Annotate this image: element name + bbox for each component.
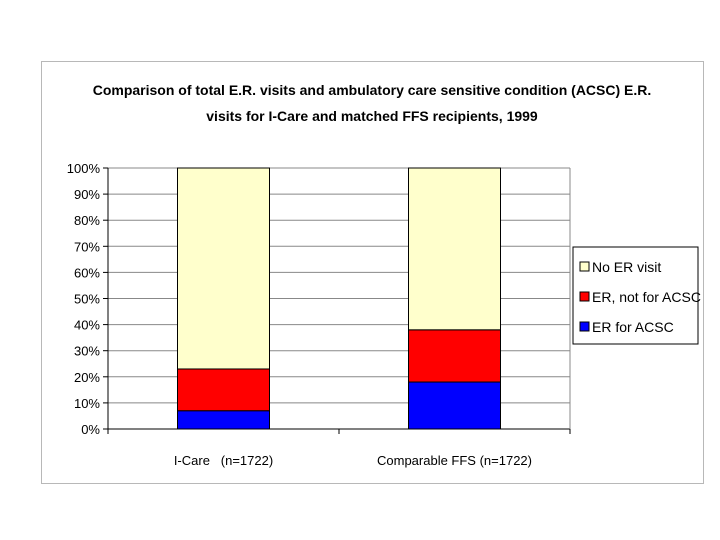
bar-segment bbox=[177, 167, 270, 370]
y-tick-label: 20% bbox=[74, 370, 100, 385]
y-tick-label: 90% bbox=[74, 187, 100, 202]
y-tick-label: 10% bbox=[74, 396, 100, 411]
bar-segment bbox=[408, 381, 501, 430]
stacked-bar-chart: Comparison of total E.R. visits and ambu… bbox=[67, 82, 701, 468]
chart-title-line-2: visits for I-Care and matched FFS recipi… bbox=[206, 108, 538, 124]
y-tick-label: 70% bbox=[74, 239, 100, 254]
bar-segment bbox=[177, 410, 270, 430]
y-tick-label: 60% bbox=[74, 265, 100, 280]
bar-segment bbox=[408, 167, 501, 331]
legend-box bbox=[572, 246, 699, 345]
legend-label: No ER visit bbox=[592, 259, 661, 275]
x-category-label: Comparable FFS (n=1722) bbox=[377, 453, 532, 468]
bar-segment bbox=[408, 329, 501, 383]
legend-swatch bbox=[579, 261, 590, 272]
legend-swatch bbox=[579, 321, 590, 332]
x-category-label: I-Care (n=1722) bbox=[174, 453, 273, 468]
legend-label: ER for ACSC bbox=[592, 319, 674, 335]
y-tick-label: 50% bbox=[74, 292, 100, 307]
chart-frame: Comparison of total E.R. visits and ambu… bbox=[41, 61, 704, 484]
y-tick-label: 100% bbox=[67, 161, 101, 176]
y-tick-label: 30% bbox=[74, 344, 100, 359]
y-tick-label: 80% bbox=[74, 213, 100, 228]
chart-title-line-1: Comparison of total E.R. visits and ambu… bbox=[93, 82, 652, 98]
legend-swatch bbox=[579, 291, 590, 302]
legend-label: ER, not for ACSC bbox=[592, 289, 701, 305]
bar-segment bbox=[177, 368, 270, 412]
y-tick-label: 40% bbox=[74, 318, 100, 333]
y-tick-label: 0% bbox=[81, 422, 100, 437]
